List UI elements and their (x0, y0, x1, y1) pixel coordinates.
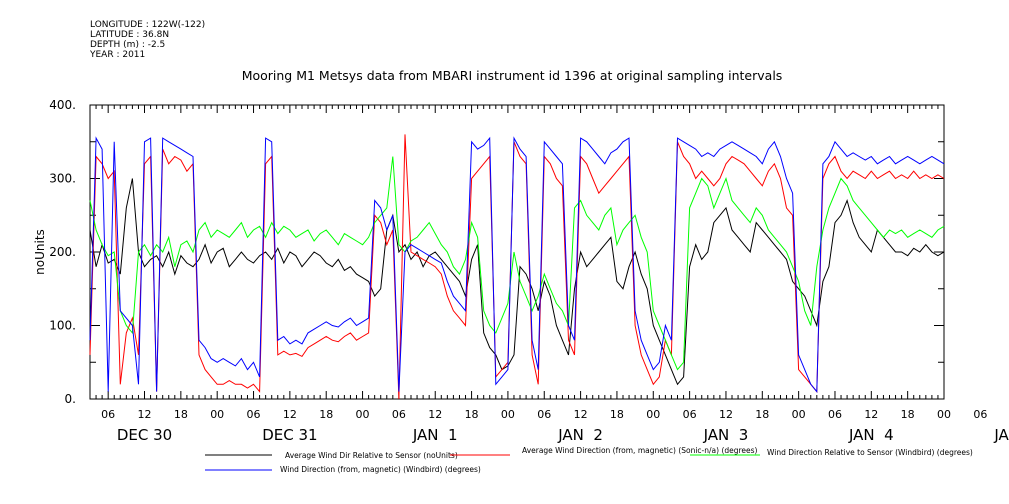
metadata-block: LONGITUDE : 122W(-122) LATITUDE : 36.8N … (90, 20, 205, 60)
x-hour-label: 18 (174, 408, 188, 421)
x-hour-label: 00 (937, 408, 951, 421)
y-axis-label: noUnits (33, 229, 47, 275)
series-line-1 (89, 178, 945, 386)
series-line-3 (89, 156, 945, 371)
legend: Average Wind Dir Relative to Sensor (noU… (205, 446, 973, 474)
x-day-label: DEC 31 (262, 426, 317, 444)
depth-text: DEPTH (m) : -2.5 (90, 40, 166, 50)
latitude-text: LATITUDE : 36.8N (90, 30, 170, 40)
x-hour-label: 06 (973, 408, 987, 421)
x-hour-label: 12 (138, 408, 152, 421)
y-tick-label: 100. (49, 319, 76, 333)
x-day-label: JAN 1 (412, 426, 458, 444)
x-hour-label: 00 (356, 408, 370, 421)
legend-label-1: Average Wind Dir Relative to Sensor (noU… (285, 451, 458, 460)
legend-label-4: Wind Direction (from, magnetic) (Windbir… (280, 465, 481, 474)
x-hour-label: 18 (465, 408, 479, 421)
x-hour-label: 06 (247, 408, 261, 421)
legend-label-3: Wind Direction Relative to Sensor (Windb… (767, 448, 973, 457)
x-hour-label: 06 (392, 408, 406, 421)
x-hour-label: 06 (101, 408, 115, 421)
x-hour-label: 06 (537, 408, 551, 421)
x-hour-label: 18 (755, 408, 769, 421)
x-hour-label: 00 (792, 408, 806, 421)
x-day-label: DEC 30 (117, 426, 172, 444)
x-hour-label: 12 (283, 408, 297, 421)
x-day-label: JAN 2 (557, 426, 603, 444)
x-hour-label: 06 (683, 408, 697, 421)
series-line-4 (89, 136, 945, 393)
x-hour-label: 12 (864, 408, 878, 421)
x-hour-label: 12 (719, 408, 733, 421)
x-hour-label: 18 (610, 408, 624, 421)
x-hour-label: 12 (574, 408, 588, 421)
x-hour-label: 18 (901, 408, 915, 421)
x-day-label: JAN 4 (848, 426, 894, 444)
x-hour-label: 18 (319, 408, 333, 421)
y-tick-label: 200. (49, 245, 76, 259)
y-tick-label: 0. (65, 392, 76, 406)
legend-label-2: Average Wind Direction (from, magnetic) … (522, 446, 758, 455)
series-lines (89, 134, 945, 400)
x-hour-label: 06 (828, 408, 842, 421)
y-tick-label: 300. (49, 172, 76, 186)
x-hour-label: 00 (501, 408, 515, 421)
x-hour-label: 00 (646, 408, 660, 421)
x-hour-label: 00 (210, 408, 224, 421)
x-day-label: JAN 5 (993, 426, 1009, 444)
axis-ticks: 0. 100. 200. 300. 400. 06 12 18 00 06 12 18 00 06 12 18… (49, 98, 1009, 444)
series-line-2 (89, 134, 945, 400)
chart-title: Mooring M1 Metsys data from MBARI instru… (242, 68, 783, 83)
y-tick-label: 400. (49, 98, 76, 112)
x-hour-label: 12 (428, 408, 442, 421)
longitude-text: LONGITUDE : 122W(-122) (90, 20, 206, 30)
year-text: YEAR : 2011 (90, 50, 146, 60)
x-day-label: JAN 3 (703, 426, 749, 444)
